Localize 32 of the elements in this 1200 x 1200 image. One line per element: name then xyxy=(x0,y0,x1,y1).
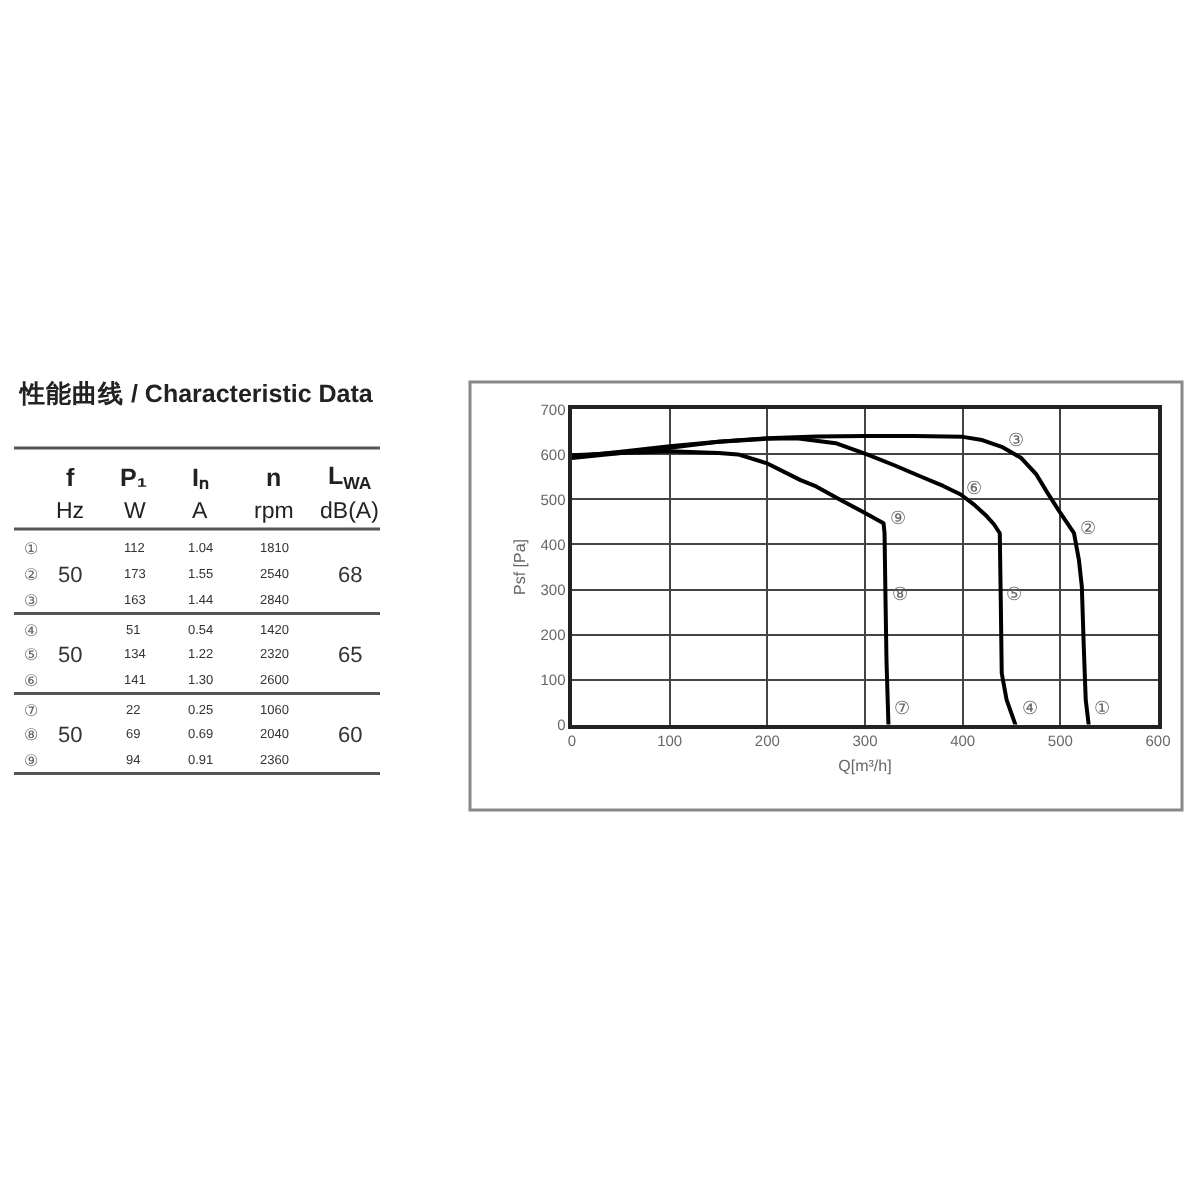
text: 60 xyxy=(338,724,363,748)
annotation: ⑦ xyxy=(894,700,911,720)
category-label: L$_{WA}$ dB(A) xyxy=(320,462,380,524)
category-label: n rpm xyxy=(254,464,294,524)
text: ② xyxy=(24,566,38,584)
annotation: ① xyxy=(1094,700,1111,720)
text: 65 xyxy=(338,644,363,668)
text: ⑧ xyxy=(24,726,38,744)
text: ④ xyxy=(24,622,38,640)
text: ① xyxy=(24,540,38,558)
annotation: ② xyxy=(1080,520,1097,540)
annotation: ⑧ xyxy=(892,586,909,606)
annotation: ④ xyxy=(1022,700,1039,720)
annotation: ⑨ xyxy=(890,510,907,530)
annotation: ③ xyxy=(1008,432,1025,452)
text: ⑥ xyxy=(24,672,38,690)
text: ⑦ xyxy=(24,702,38,720)
text: ③ xyxy=(24,592,38,610)
annotation: ⑥ xyxy=(966,480,983,500)
text: 50 xyxy=(58,644,83,668)
annotation: ⑤ xyxy=(1006,586,1023,606)
category-label: P₁ W xyxy=(120,464,148,524)
text: 50 xyxy=(58,724,83,748)
text: ⑤ xyxy=(24,646,38,664)
category-label: f Hz xyxy=(56,464,85,524)
y-axis-title: Psf [Pa] xyxy=(510,538,529,596)
x-axis-title: Q[m³/h] xyxy=(838,757,892,776)
category-label: Iₙ A xyxy=(192,464,209,524)
text: 68 xyxy=(338,564,363,588)
text: ⑨ xyxy=(24,752,38,770)
text: 性能曲线 / Characteristic Data xyxy=(18,378,375,408)
text: 50 xyxy=(58,564,83,588)
